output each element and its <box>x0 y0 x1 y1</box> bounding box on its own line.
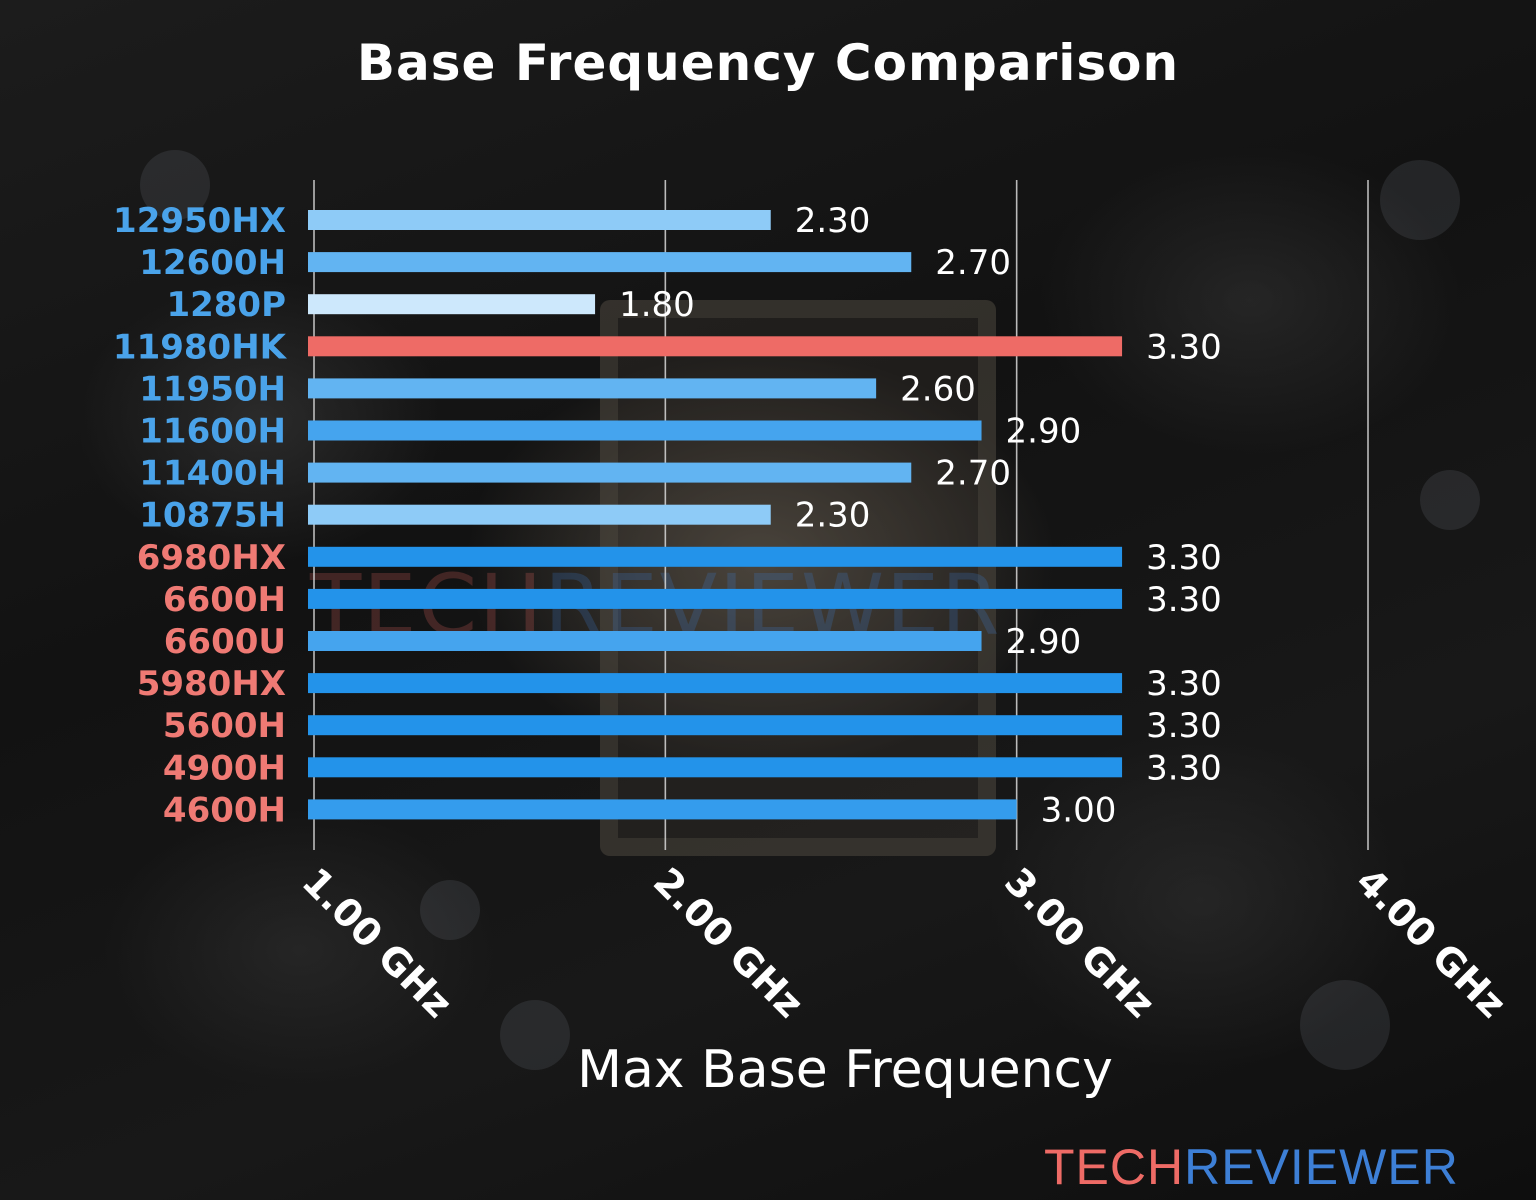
category-label: 10875H <box>139 496 286 536</box>
bar <box>308 210 771 230</box>
bar <box>308 588 1123 609</box>
category-label: 6600H <box>163 580 286 620</box>
brand-logo-tech: TECH <box>1044 1139 1185 1195</box>
value-label: 3.00 <box>1041 790 1117 830</box>
value-label: 3.30 <box>1146 538 1222 578</box>
brand-logo: TECHREVIEWER <box>1044 1138 1459 1196</box>
value-label: 2.30 <box>795 201 871 241</box>
value-label: 2.70 <box>935 243 1011 283</box>
bar <box>308 378 877 399</box>
background-component <box>420 880 480 940</box>
bar <box>308 799 1017 820</box>
x-tick-label: 3.00 GHz <box>996 859 1163 1026</box>
bar <box>308 757 1123 778</box>
brand-logo-reviewer: REVIEWER <box>1184 1139 1459 1195</box>
category-label: 11600H <box>139 412 286 452</box>
category-label: 12600H <box>139 243 286 283</box>
value-label: 3.30 <box>1146 706 1222 746</box>
category-label: 11980HK <box>113 327 288 367</box>
category-label: 1280P <box>166 285 286 325</box>
chart-title: Base Frequency Comparison <box>356 34 1180 92</box>
category-label: 12950HX <box>113 201 286 241</box>
bar <box>308 715 1123 736</box>
background-component <box>500 1000 570 1070</box>
value-label: 3.30 <box>1146 580 1222 620</box>
category-label: 4900H <box>163 748 286 788</box>
x-tick-label: 1.00 GHz <box>294 859 461 1026</box>
category-label: 11950H <box>139 369 286 409</box>
bar <box>308 252 912 273</box>
bar <box>308 673 1123 694</box>
value-label: 2.90 <box>1006 412 1082 452</box>
bar <box>308 420 982 441</box>
value-label: 2.60 <box>900 369 976 409</box>
x-tick-label: 4.00 GHz <box>1348 859 1515 1026</box>
x-axis-title: Max Base Frequency <box>577 1040 1113 1100</box>
value-label: 2.30 <box>795 496 871 536</box>
background-component <box>140 150 210 220</box>
value-label: 2.90 <box>1006 622 1082 662</box>
bar <box>308 294 596 315</box>
bar <box>308 504 771 525</box>
background-component <box>1300 980 1390 1070</box>
category-label: 11400H <box>139 454 286 494</box>
category-label: 4600H <box>163 790 286 830</box>
value-label: 3.30 <box>1146 748 1222 788</box>
category-label: 6980HX <box>137 538 286 578</box>
bar <box>308 631 982 651</box>
background-component <box>1380 160 1460 240</box>
bar <box>308 462 912 483</box>
x-tick-label: 2.00 GHz <box>645 859 812 1026</box>
value-label: 3.30 <box>1146 664 1222 704</box>
category-label: 6600U <box>164 622 286 662</box>
bar <box>308 336 1123 357</box>
value-label: 3.30 <box>1146 327 1222 367</box>
value-label: 2.70 <box>935 454 1011 494</box>
category-label: 5600H <box>163 706 286 746</box>
category-label: 5980HX <box>137 664 286 704</box>
bar <box>308 546 1123 567</box>
background-component <box>1420 470 1480 530</box>
value-label: 1.80 <box>619 285 695 325</box>
